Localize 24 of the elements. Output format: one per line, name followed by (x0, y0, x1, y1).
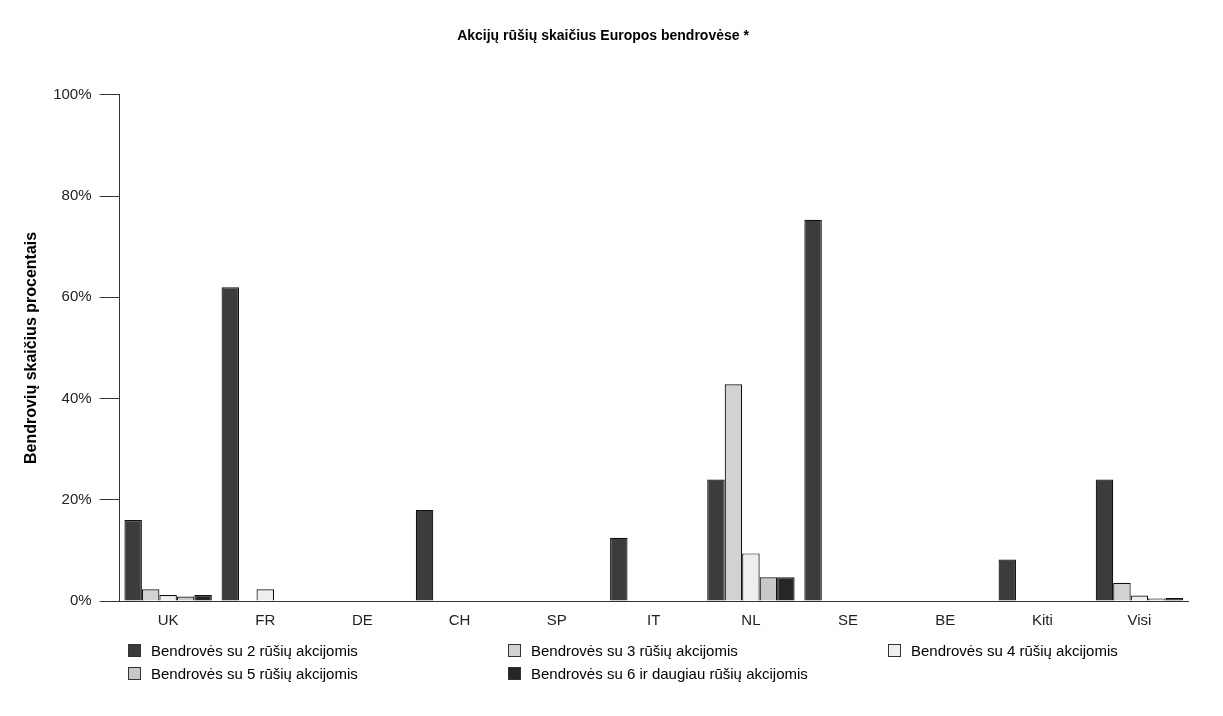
x-tick-label: SE (838, 611, 859, 629)
x-tick-label: UK (157, 611, 179, 629)
x-tick-label: Visi (1127, 611, 1152, 629)
x-tick-label: NL (741, 611, 761, 629)
legend-label: Bendrovės su 4 rūšių akcijomis (911, 642, 1118, 659)
y-tick-label: 100% (53, 84, 92, 102)
y-tick-label: 60% (61, 287, 92, 305)
legend-label: Bendrovės su 5 rūšių akcijomis (151, 665, 358, 682)
x-tick-label: DE (351, 611, 373, 629)
x-tick-label: FR (255, 611, 276, 629)
chart-title: Akcijų rūšių skaičius Europos bendrovėse * (457, 27, 750, 44)
y-axis-title: Bendrovių skaičius procentais (22, 231, 40, 464)
y-tick-label: 80% (61, 186, 92, 204)
y-tick-label: 20% (61, 489, 92, 507)
legend-label: Bendrovės su 3 rūšių akcijomis (531, 642, 738, 659)
y-tick-label: 40% (61, 388, 92, 406)
x-tick-label: SP (546, 611, 567, 629)
y-tick-label: 0% (69, 591, 92, 609)
legend-label: Bendrovės su 6 ir daugiau rūšių akcijomis (531, 665, 808, 682)
x-tick-label: BE (935, 611, 956, 629)
x-tick-label: IT (647, 611, 661, 629)
x-tick-label: CH (448, 611, 471, 629)
x-tick-label: Kiti (1031, 611, 1053, 629)
legend-label: Bendrovės su 2 rūšių akcijomis (151, 642, 358, 659)
